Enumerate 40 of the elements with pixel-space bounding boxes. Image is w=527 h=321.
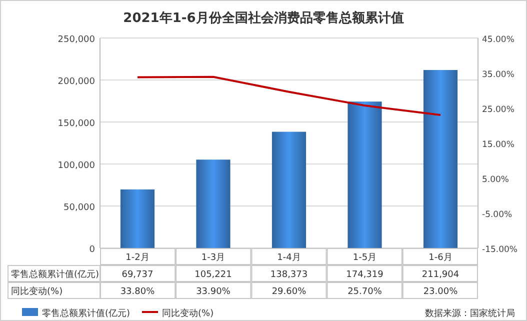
bar [348,102,382,248]
y2-tick-label: -5.00% [482,210,512,220]
data-label: 174,319 [346,270,384,280]
data-label: 23.00% [423,287,458,297]
bar [272,132,306,248]
data-label: 69,737 [122,270,154,280]
data-label: 33.80% [120,287,156,297]
y2-tick-label: -15.00% [482,245,518,255]
bar [423,70,458,248]
text: 同比变动(%) [11,287,63,297]
source-note: 数据来源：国家统计局 [425,308,515,319]
y-tick-label: 200,000 [58,77,96,87]
y-tick-label: 250,000 [58,35,96,45]
text: 零售总额累计值(亿元) [11,270,100,280]
data-label: 138,373 [270,270,308,280]
x-tick-label: 1-4月 [277,253,301,263]
x-tick-label: 1-3月 [201,253,226,263]
y2-tick-label: 5.00% [482,175,510,185]
y2-tick-label: 25.00% [482,105,514,115]
y-tick-label: 100,000 [58,161,96,171]
y2-tick-label: 15.00% [482,140,514,150]
legend-label: 零售总额累计值(亿元) [42,308,130,319]
x-tick-label: 1-2月 [126,253,150,263]
data-label: 33.90% [196,287,231,297]
bar [120,189,155,248]
bar [196,160,230,248]
y2-tick-label: 35.00% [482,70,514,80]
y-tick-label: 150,000 [58,119,96,129]
x-tick-label: 1-5月 [352,253,377,263]
data-label: 29.60% [272,287,307,297]
data-label: 105,221 [194,270,232,280]
x-tick-label: 1-6月 [428,253,452,263]
legend-label: 同比变动(%) [162,308,214,319]
data-label: 211,904 [422,270,460,280]
data-label: 25.70% [348,287,382,297]
chart-title: 2021年1-6月份全国社会消费品零售总额累计值 [123,10,404,26]
y-tick-label: 50,000 [64,203,96,213]
line-series [136,76,442,116]
y-tick-label: 0 [89,245,96,255]
y2-tick-label: 45.00% [482,35,514,45]
